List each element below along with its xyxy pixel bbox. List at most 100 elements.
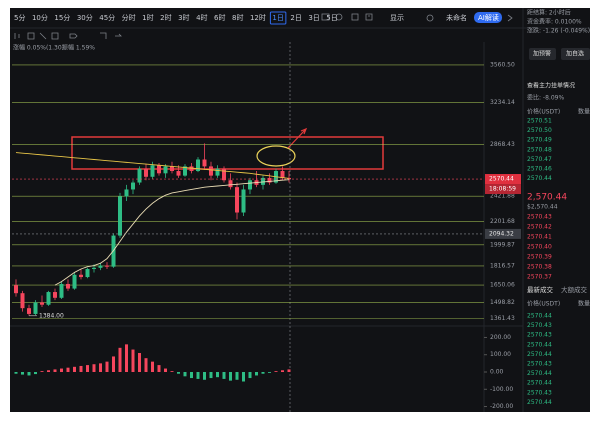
price-change: 涨跌: -1.26 (-0.049%) [527,27,590,35]
candle-body [267,177,272,183]
last-price-usd: $2,570.44 [527,204,558,211]
candle-body [105,265,109,267]
ai-button[interactable]: AI解读 [478,13,499,22]
interval-tab[interactable]: 5分 [14,13,25,22]
trade-price: 2570.43 [527,389,552,396]
button-bg[interactable] [529,48,556,60]
trade-price: 2570.43 [527,332,552,339]
interval-tab[interactable]: 分时 [122,13,136,22]
interval-tab[interactable]: 45分 [99,13,115,22]
candle-body [53,292,57,298]
y-tick-label: 3560.50 [490,61,515,68]
button-bg[interactable] [561,48,590,60]
candle-body [222,168,226,181]
candle-body [79,274,83,278]
macd-bar [287,369,291,372]
macd-tick-label: 100.00 [490,351,511,358]
macd-bar [105,361,109,372]
interval-tab[interactable]: 2日 [290,14,301,22]
macd-bar [47,370,50,372]
layout-name[interactable]: 未命名 [446,13,467,22]
candle-body [98,265,103,268]
macd-bar [21,372,24,375]
watchlist-button[interactable]: 加自选 [566,50,584,58]
moving-average [54,179,290,286]
ask-price: 2570.48 [527,146,552,153]
large-trades-tab[interactable]: 大额成交 [561,285,588,294]
macd-bar [229,372,232,381]
trade-price: 2570.44 [527,380,552,387]
macd-bar [144,358,148,372]
crosshair-tag: 2094.32 [489,230,514,237]
interval-tab[interactable]: 3时 [178,13,189,22]
candle-body [150,165,155,177]
macd-bar [27,372,31,376]
macd-bar [222,372,226,379]
candle-body [196,159,200,172]
trades-tab[interactable]: 最新成交 [527,285,554,294]
candle-body [85,268,90,278]
crosshair-tag-bg [485,228,521,239]
macd-bar [216,372,219,378]
display-menu[interactable]: 显示 [390,14,404,22]
interval-tab[interactable]: 3日 [308,14,319,22]
macd-bar [125,344,128,372]
y-tick-label: 2421.88 [490,193,515,200]
trade-qty-header: 数量 [578,300,590,308]
interval-tab[interactable]: 8时 [232,13,243,22]
macd-bar [164,368,167,372]
macd-bar [235,372,239,380]
y-tick-label: 3234.14 [490,99,515,106]
alert-button[interactable]: 加预警 [533,50,551,58]
app-background [10,8,590,412]
macd-bar [170,371,174,372]
settle-time: 距结算: 2小时后 [527,9,571,17]
macd-bar [99,363,102,372]
moving-average [15,152,290,179]
candle-body [189,166,194,172]
ask-price: 2570.51 [527,118,552,125]
ask-price: 2570.50 [527,127,552,134]
interval-tab[interactable]: 10分 [32,13,48,22]
y-tick-label: 1498.82 [490,299,515,306]
candle-body [261,177,265,185]
time-tag-bg [485,184,521,195]
macd-bar [34,372,37,375]
y-tick-label: 1999.87 [490,241,515,248]
candle-body [209,166,213,176]
y-tick-label: 1650.06 [490,282,515,289]
depth-title[interactable]: 查看主力挂单情况 [527,82,575,90]
candle-body [124,189,129,197]
candle-body [46,292,51,305]
ai-button-bg[interactable] [474,12,502,23]
ask-price: 2570.49 [527,137,552,144]
bid-price: 2570.43 [527,214,552,221]
candle-body [72,274,77,289]
interval-tab[interactable]: 2时 [160,13,171,22]
candle-body [228,180,233,188]
macd-bar [248,372,252,379]
ask-price: 2570.47 [527,156,552,163]
toolbar-icons [14,13,513,40]
macd-bar [281,370,284,372]
candle-body [131,182,135,190]
interval-tab[interactable]: 12时 [250,13,266,22]
candle-body [235,187,239,213]
y-tick-label: 2868.43 [490,141,515,148]
interval-tab[interactable]: 4时 [196,13,207,22]
bid-price: 2570.40 [527,244,552,251]
macd-bar [183,372,187,377]
macd-bar [14,372,18,374]
macd-bar [118,347,122,372]
price-tag-bg [485,174,521,185]
macd-bar [53,369,57,372]
macd-bar [112,356,115,372]
interval-tab[interactable]: 6时 [214,13,225,22]
macd-bar [203,372,206,380]
macd-bar [261,372,265,374]
interval-tab[interactable]: 1日 [272,14,283,22]
interval-tab[interactable]: 5日 [326,14,337,22]
interval-tab[interactable]: 1时 [142,13,153,22]
interval-tab[interactable]: 30分 [77,13,93,22]
interval-tab[interactable]: 15分 [54,13,70,22]
